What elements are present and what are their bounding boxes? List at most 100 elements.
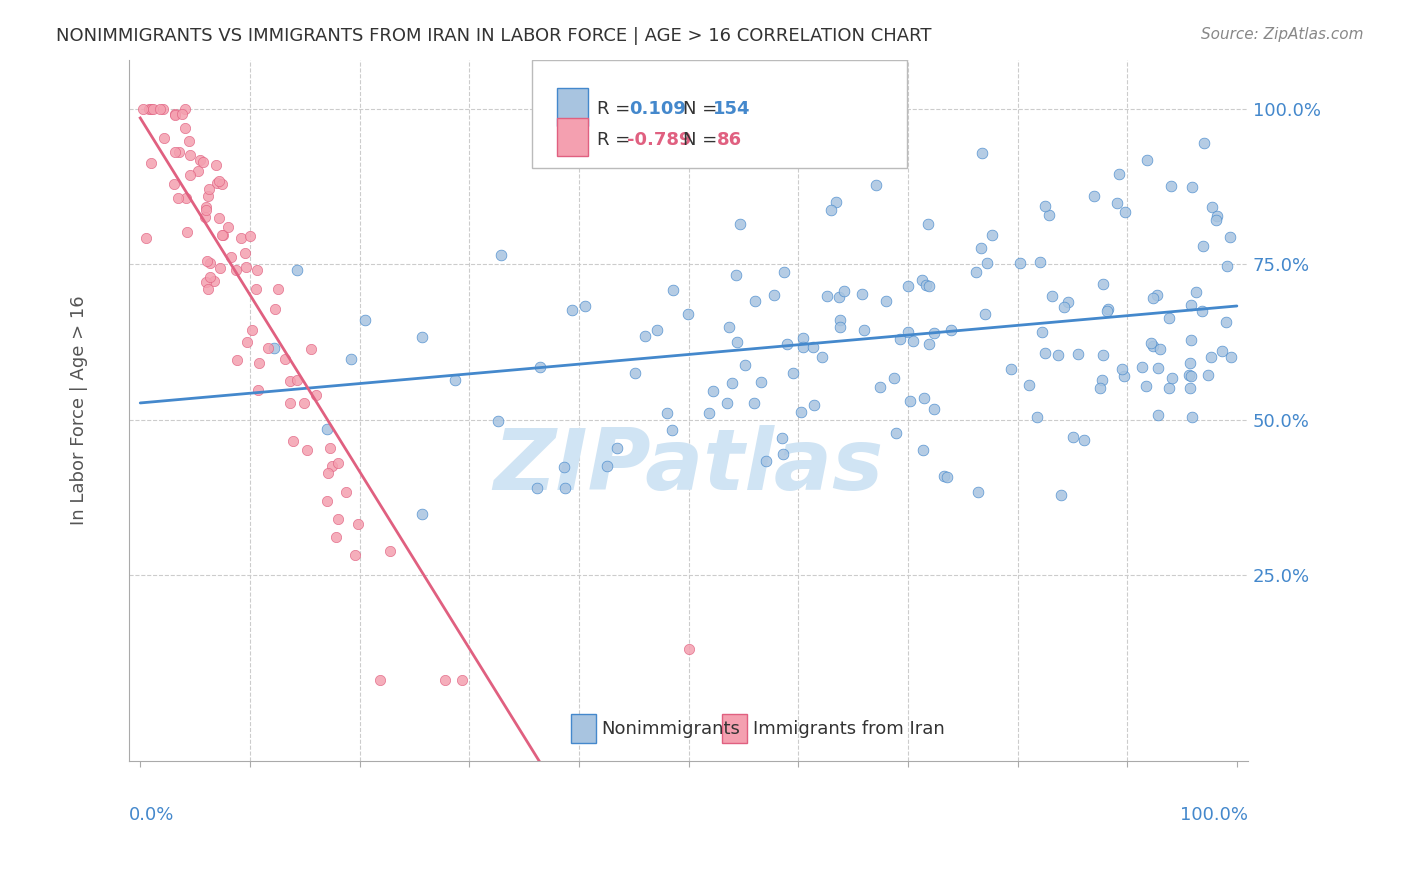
Point <box>326 456 349 470</box>
Point <box>1008 256 1031 270</box>
Point <box>776 337 799 351</box>
Point <box>875 294 897 309</box>
Point <box>245 282 267 296</box>
Point <box>328 512 350 526</box>
Point <box>1026 409 1049 424</box>
Point <box>207 176 229 190</box>
Point <box>149 102 172 116</box>
Point <box>217 220 239 235</box>
Text: Source: ZipAtlas.com: Source: ZipAtlas.com <box>1201 27 1364 42</box>
Point <box>1220 351 1243 365</box>
Point <box>897 278 920 293</box>
Point <box>1191 239 1213 253</box>
FancyBboxPatch shape <box>723 714 747 743</box>
Point <box>191 155 214 169</box>
Point <box>195 203 218 218</box>
Point <box>561 302 583 317</box>
Point <box>225 263 247 277</box>
Point <box>932 468 955 483</box>
Point <box>1219 230 1241 244</box>
Text: NONIMMIGRANTS VS IMMIGRANTS FROM IRAN IN LABOR FORCE | AGE > 16 CORRELATION CHAR: NONIMMIGRANTS VS IMMIGRANTS FROM IRAN IN… <box>56 27 932 45</box>
Point <box>229 231 252 245</box>
FancyBboxPatch shape <box>557 118 588 156</box>
Point <box>815 289 838 303</box>
Point <box>770 431 793 445</box>
Point <box>1033 345 1056 359</box>
Point <box>1205 212 1227 227</box>
Point <box>918 337 941 351</box>
Point <box>202 274 225 288</box>
Point <box>1201 201 1223 215</box>
Point <box>1046 347 1069 361</box>
Point <box>742 396 765 410</box>
Point <box>167 145 190 159</box>
Text: 0.0%: 0.0% <box>129 806 174 824</box>
Point <box>247 356 270 370</box>
Text: In Labor Force | Age > 16: In Labor Force | Age > 16 <box>70 295 89 525</box>
Point <box>198 255 221 269</box>
FancyBboxPatch shape <box>571 714 596 743</box>
Point <box>257 341 280 355</box>
Point <box>900 393 922 408</box>
Point <box>1160 179 1182 194</box>
Text: Immigrants from Iran: Immigrants from Iran <box>754 720 945 738</box>
Point <box>142 102 165 116</box>
Point <box>939 323 962 337</box>
Point <box>554 481 576 495</box>
Point <box>179 148 201 162</box>
Point <box>208 211 231 226</box>
Point <box>965 265 987 279</box>
Point <box>236 334 259 349</box>
Point <box>219 250 242 264</box>
Point <box>883 370 905 384</box>
Point <box>194 275 217 289</box>
Point <box>141 102 163 116</box>
Point <box>832 285 855 299</box>
Point <box>1018 377 1040 392</box>
Point <box>1092 277 1115 291</box>
Point <box>1105 196 1128 211</box>
Point <box>1130 359 1153 374</box>
Point <box>1095 304 1118 318</box>
Point <box>197 189 219 203</box>
Point <box>1073 433 1095 447</box>
Point <box>828 320 851 334</box>
Point <box>1029 255 1052 269</box>
Point <box>915 278 938 293</box>
Point <box>1114 368 1136 383</box>
Point <box>749 375 772 389</box>
Point <box>810 350 832 364</box>
Point <box>678 642 700 657</box>
Point <box>295 443 318 458</box>
Point <box>316 466 339 480</box>
Point <box>281 434 304 448</box>
Point <box>211 177 233 191</box>
Point <box>1181 180 1204 194</box>
FancyBboxPatch shape <box>557 87 588 126</box>
Point <box>725 268 748 282</box>
Point <box>176 191 198 205</box>
Point <box>1191 304 1213 318</box>
Point <box>553 460 575 475</box>
Point <box>1180 381 1202 395</box>
Point <box>1201 350 1223 364</box>
Point <box>274 352 297 367</box>
Point <box>198 269 221 284</box>
Point <box>1114 205 1136 219</box>
Point <box>697 406 720 420</box>
Point <box>884 425 907 440</box>
Point <box>624 366 647 380</box>
Point <box>1091 373 1114 387</box>
Point <box>353 312 375 326</box>
Point <box>970 240 993 254</box>
Point <box>1147 361 1170 376</box>
Point <box>1097 301 1119 316</box>
Point <box>1088 381 1111 395</box>
Point <box>721 376 744 390</box>
Point <box>661 423 683 437</box>
Point <box>1053 301 1076 315</box>
Point <box>299 343 322 357</box>
Point <box>655 406 678 420</box>
Point <box>853 323 876 337</box>
Point <box>901 334 924 349</box>
